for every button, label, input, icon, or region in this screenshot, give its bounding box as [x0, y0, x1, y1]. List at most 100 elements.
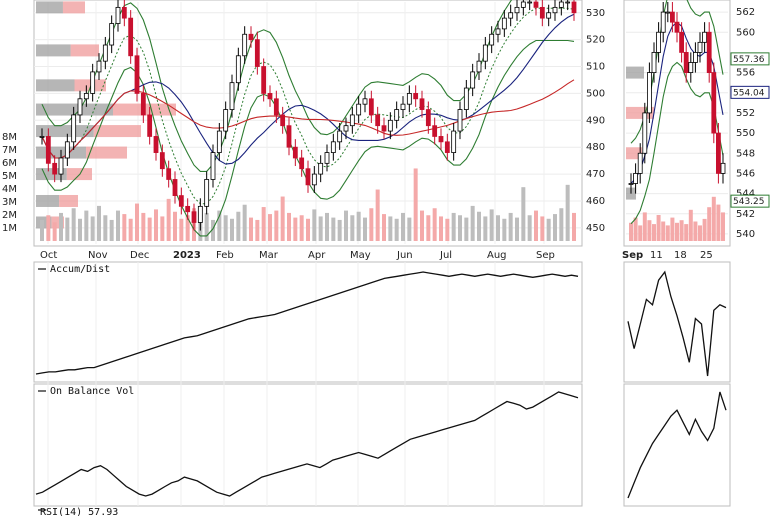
obv-zoom-panel: [623, 383, 731, 507]
volume-tick-label: 4M: [2, 184, 17, 195]
month-tick-label: May: [350, 250, 371, 261]
month-tick-label: Jun: [396, 250, 413, 261]
candle-body: [109, 23, 115, 46]
volume-bar: [445, 218, 450, 241]
zoom-volume-bar: [698, 225, 702, 241]
volume-bar: [179, 218, 184, 241]
zoom-volume-by-price-bar: [626, 66, 644, 79]
zoom-volume-bar: [661, 221, 666, 241]
candle-body: [324, 152, 330, 164]
candle-body: [45, 136, 51, 164]
volume-bar: [268, 214, 272, 241]
zoom-volume-bar: [679, 220, 684, 241]
volume-bar: [293, 217, 298, 241]
zoom-candle-body: [674, 21, 680, 33]
volume-bar: [527, 215, 532, 241]
volume-by-price-bar-red: [59, 194, 78, 207]
volume-by-price-bar-red: [62, 1, 85, 14]
candle-body: [77, 98, 83, 116]
obv-zoom-line: [627, 391, 727, 499]
zoom-candle-body: [651, 52, 657, 73]
volume-bar: [211, 219, 215, 241]
candle-body: [64, 141, 70, 159]
candle-body: [514, 6, 520, 14]
zoom-volume-bar: [675, 222, 679, 241]
volume-bar: [65, 217, 70, 241]
zoom-price-tick-label: 540: [736, 229, 755, 240]
volume-by-price-bar-gray: [36, 79, 75, 92]
value-tag-box: [730, 194, 770, 208]
zoom-volume-bar: [638, 225, 643, 241]
candle-body: [565, 1, 571, 4]
obv-title: On Balance Vol: [50, 386, 134, 397]
candle-body: [254, 39, 260, 67]
candle-body: [248, 33, 254, 41]
volume-bar: [350, 215, 355, 241]
accum-dist-zoom-line: [627, 270, 727, 377]
candle-body: [96, 60, 102, 73]
volume-by-price-bar-gray: [36, 194, 60, 207]
zoom-candle-body: [642, 112, 648, 154]
zoom-date-tick-label: 11: [650, 250, 663, 261]
zoom-price-tick-label: 550: [736, 128, 755, 139]
accum-dist-zoom-panel: [623, 261, 731, 383]
zoom-candle-body: [670, 11, 675, 23]
candle-body: [571, 1, 577, 14]
volume-bar: [451, 212, 456, 241]
zoom-volume-bar: [693, 221, 698, 241]
candle-body: [527, 1, 533, 4]
volume-bar: [242, 204, 247, 241]
volume-bar: [325, 212, 329, 241]
price-tick-label: 480: [586, 142, 605, 153]
volume-bar: [166, 198, 171, 241]
volume-bar: [154, 209, 158, 241]
volume-bar: [407, 217, 412, 241]
volume-bar: [477, 211, 481, 241]
candle-body: [368, 98, 374, 116]
candle-body: [425, 109, 431, 127]
volume-bar: [572, 212, 576, 241]
volume-bar: [147, 217, 152, 241]
candle-body: [343, 125, 349, 132]
zoom-volume-bar: [652, 224, 656, 241]
candle-body: [286, 125, 292, 148]
price-tick-label: 470: [586, 169, 605, 180]
volume-bar: [496, 215, 500, 241]
volume-bar: [204, 212, 209, 241]
candle-body: [280, 114, 286, 127]
candle-body: [83, 93, 89, 100]
volume-bar: [426, 215, 431, 241]
candle-body: [387, 119, 393, 132]
volume-bar: [521, 187, 526, 241]
zoom-price-tick-label: 562: [736, 7, 755, 18]
candle-body: [267, 93, 273, 100]
volume-tick-label: 3M: [2, 197, 17, 208]
volume-bar: [84, 210, 89, 241]
candle-body: [210, 152, 216, 180]
candle-body: [362, 98, 368, 105]
candle-body: [451, 130, 457, 153]
obv-panel: [33, 383, 583, 507]
volume-bar: [413, 168, 418, 241]
zoom-price-tick-label: 542: [736, 209, 755, 220]
month-tick-label: Aug: [487, 250, 507, 261]
volume-bar: [540, 216, 545, 241]
candle-body: [463, 87, 469, 110]
zoom-volume-bar: [647, 220, 652, 241]
zoom-candle-body: [702, 31, 707, 43]
value-tag-label: 554.04: [733, 88, 765, 98]
candle-body: [349, 114, 355, 127]
candle-body: [166, 168, 172, 180]
candle-body: [204, 179, 210, 207]
zoom-volume-bar: [629, 222, 633, 241]
volume-bar: [306, 218, 310, 241]
zoom-volume-bar: [721, 212, 725, 241]
accum-dist-title: Accum/Dist: [50, 264, 110, 275]
volume-bar: [280, 196, 285, 241]
candle-body: [501, 17, 507, 30]
volume-bar: [249, 217, 253, 241]
candle-body: [102, 44, 108, 62]
candle-body: [242, 33, 248, 57]
volume-bars: [40, 168, 576, 241]
value-tag-box: [730, 85, 770, 99]
